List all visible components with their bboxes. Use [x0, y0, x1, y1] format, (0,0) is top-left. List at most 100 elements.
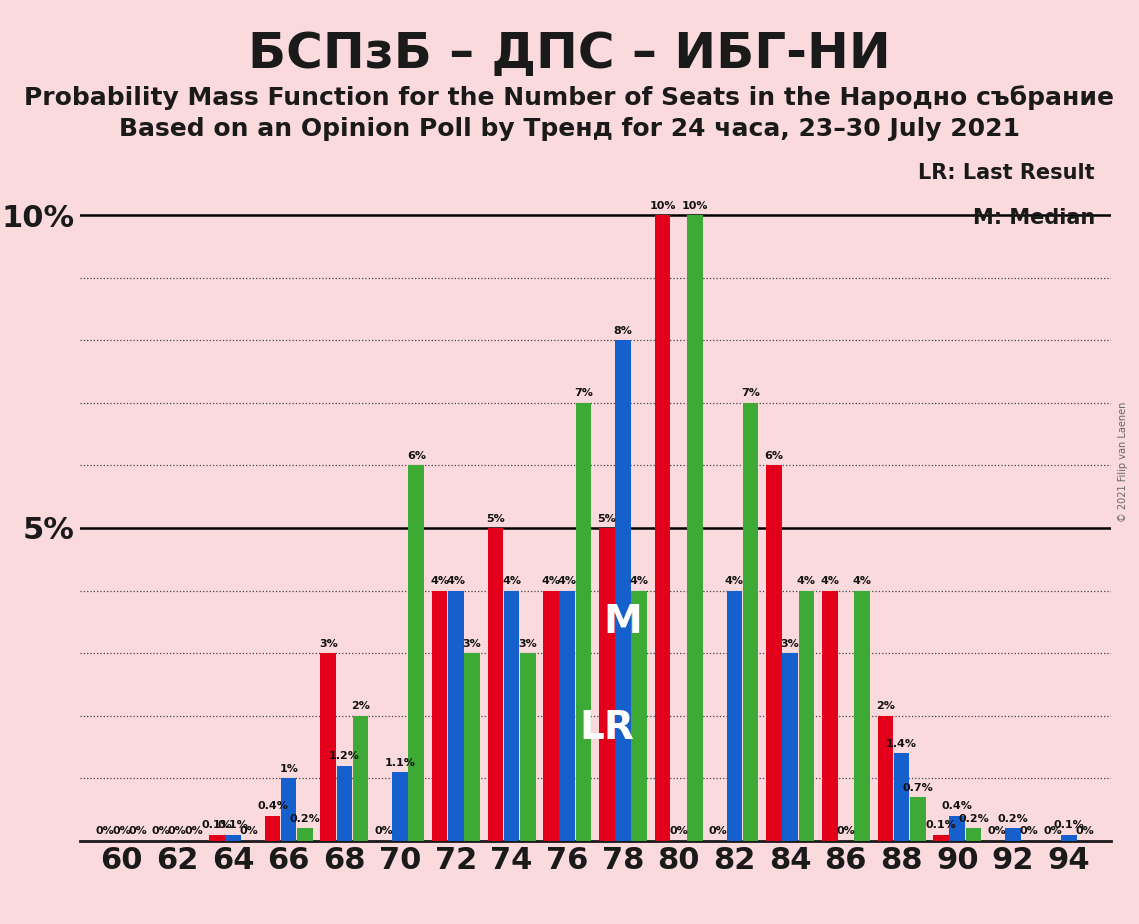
Bar [281, 778, 296, 841]
Text: 0.1%: 0.1% [218, 821, 248, 830]
Bar [409, 466, 424, 841]
Text: Probability Mass Function for the Number of Seats in the Народно събрание: Probability Mass Function for the Number… [25, 85, 1114, 110]
Text: LR: LR [580, 710, 634, 748]
Text: 8%: 8% [614, 326, 632, 335]
Text: 3%: 3% [319, 638, 337, 649]
Text: 0%: 0% [112, 826, 131, 836]
Bar [432, 590, 448, 841]
Bar [465, 653, 480, 841]
Text: 0.2%: 0.2% [289, 814, 320, 824]
Bar [599, 528, 615, 841]
Text: 0.1%: 0.1% [202, 821, 232, 830]
Text: 0.1%: 0.1% [926, 821, 957, 830]
Text: M: M [604, 602, 642, 641]
Text: 4%: 4% [446, 577, 466, 586]
Text: 0%: 0% [1019, 826, 1039, 836]
Text: 0%: 0% [670, 826, 688, 836]
Bar [878, 716, 893, 841]
Bar [1006, 828, 1021, 841]
Text: 0.2%: 0.2% [998, 814, 1029, 824]
Text: 0%: 0% [988, 826, 1006, 836]
Bar [966, 828, 982, 841]
Text: 0%: 0% [96, 826, 115, 836]
Bar [822, 590, 837, 841]
Bar [1060, 834, 1076, 841]
Text: © 2021 Filip van Laenen: © 2021 Filip van Laenen [1117, 402, 1128, 522]
Text: 0.4%: 0.4% [257, 801, 288, 811]
Text: 3%: 3% [462, 638, 482, 649]
Bar [933, 834, 949, 841]
Text: Based on an Opinion Poll by Тренд for 24 часа, 23–30 July 2021: Based on an Opinion Poll by Тренд for 24… [118, 117, 1021, 141]
Bar [631, 590, 647, 841]
Bar [337, 766, 352, 841]
Bar [320, 653, 336, 841]
Text: M: Median: M: Median [973, 208, 1095, 227]
Text: 4%: 4% [558, 577, 576, 586]
Text: 0%: 0% [375, 826, 393, 836]
Text: 4%: 4% [724, 577, 744, 586]
Text: 5%: 5% [598, 514, 616, 524]
Bar [575, 403, 591, 841]
Text: 10%: 10% [649, 201, 675, 211]
Bar [782, 653, 798, 841]
Text: 4%: 4% [852, 577, 871, 586]
Bar [226, 834, 240, 841]
Text: 0%: 0% [129, 826, 147, 836]
Bar [854, 590, 870, 841]
Bar [543, 590, 559, 841]
Bar [767, 466, 781, 841]
Text: БСПзБ – ДПС – ИБГ-НИ: БСПзБ – ДПС – ИБГ-НИ [248, 30, 891, 79]
Text: 4%: 4% [820, 577, 839, 586]
Text: 0%: 0% [239, 826, 259, 836]
Text: 2%: 2% [351, 701, 370, 711]
Text: 6%: 6% [407, 451, 426, 461]
Text: 0%: 0% [151, 826, 171, 836]
Bar [519, 653, 535, 841]
Bar [392, 772, 408, 841]
Bar [910, 797, 926, 841]
Text: 0.4%: 0.4% [942, 801, 973, 811]
Bar [487, 528, 503, 841]
Text: 0%: 0% [836, 826, 855, 836]
Text: 3%: 3% [780, 638, 800, 649]
Bar [655, 215, 671, 841]
Text: 7%: 7% [574, 388, 593, 398]
Bar [448, 590, 464, 841]
Text: 6%: 6% [764, 451, 784, 461]
Text: 3%: 3% [518, 638, 538, 649]
Text: 4%: 4% [431, 577, 449, 586]
Text: 0.1%: 0.1% [1054, 821, 1084, 830]
Text: 1.2%: 1.2% [329, 751, 360, 761]
Text: 7%: 7% [741, 388, 760, 398]
Text: 0.7%: 0.7% [902, 783, 933, 793]
Bar [950, 816, 965, 841]
Bar [353, 716, 368, 841]
Bar [559, 590, 575, 841]
Text: LR: Last Result: LR: Last Result [918, 163, 1095, 183]
Text: 1.4%: 1.4% [886, 739, 917, 748]
Text: 4%: 4% [502, 577, 521, 586]
Bar [727, 590, 743, 841]
Bar [894, 753, 909, 841]
Bar [743, 403, 759, 841]
Bar [503, 590, 519, 841]
Text: 0%: 0% [185, 826, 203, 836]
Text: 2%: 2% [876, 701, 895, 711]
Text: 0%: 0% [1075, 826, 1095, 836]
Bar [687, 215, 703, 841]
Text: 0%: 0% [167, 826, 187, 836]
Bar [264, 816, 280, 841]
Bar [297, 828, 312, 841]
Text: 0%: 0% [708, 826, 728, 836]
Text: 0%: 0% [1043, 826, 1062, 836]
Text: 4%: 4% [542, 577, 560, 586]
Text: 4%: 4% [630, 577, 648, 586]
Bar [208, 834, 224, 841]
Text: 1.1%: 1.1% [385, 758, 416, 768]
Text: 4%: 4% [797, 577, 816, 586]
Bar [615, 340, 631, 841]
Text: 10%: 10% [681, 201, 708, 211]
Bar [798, 590, 814, 841]
Text: 1%: 1% [279, 764, 298, 774]
Text: 5%: 5% [486, 514, 505, 524]
